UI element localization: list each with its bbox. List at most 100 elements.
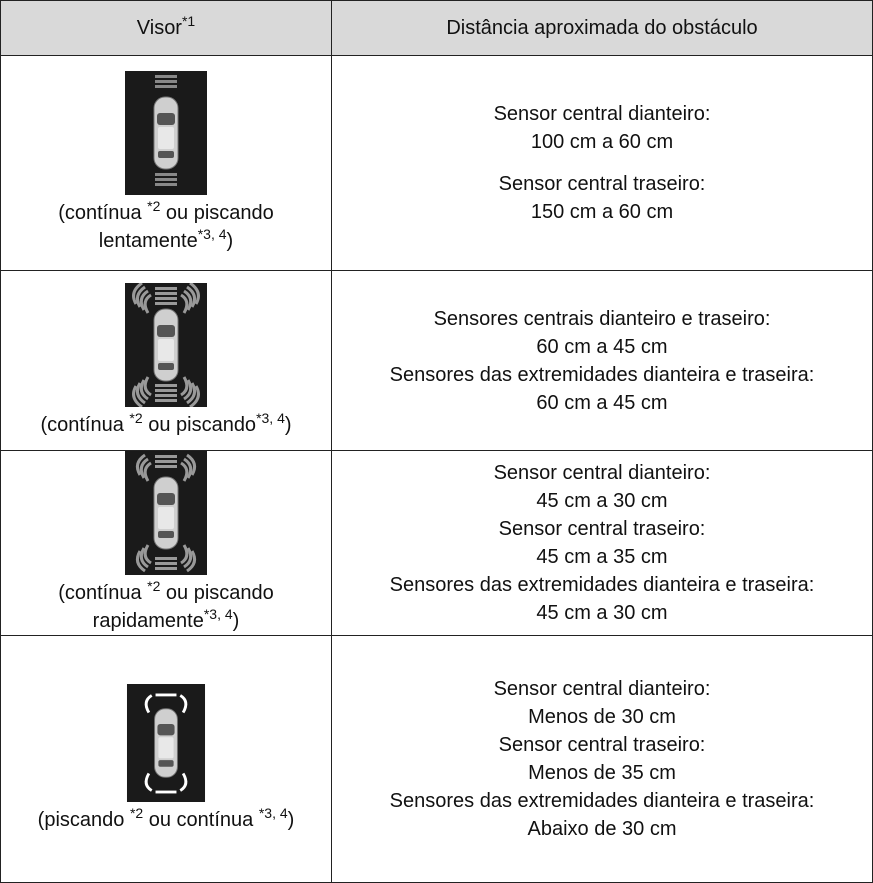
sensor-bar (155, 80, 177, 83)
sensor-arc (180, 375, 189, 396)
car-roof (158, 338, 174, 361)
sensor-bar (155, 173, 177, 176)
sensor-arc (186, 381, 197, 404)
distance-cell: Sensor central dianteiro: 100 cm a 60 cm S… (331, 55, 873, 271)
distance-line: Sensor central dianteiro: (493, 103, 711, 125)
sensor-arc (143, 293, 152, 314)
sensor-arc (139, 547, 149, 569)
parking-display-icon (125, 71, 207, 195)
distance-cell: Sensor central dianteiro: Menos de 30 cm S… (331, 635, 873, 883)
header-footnote: *1 (181, 13, 196, 29)
table-body: (contínua *2 ou piscando lentamente*3, 4… (0, 55, 873, 883)
distance-line: Sensores das extremidades dianteira e tr… (389, 574, 815, 596)
caption-text: ) (287, 809, 295, 831)
distance-line: Menos de 35 cm (528, 762, 676, 784)
display-cell: (piscando *2 ou contínua *3, 4) (0, 635, 332, 883)
header-text: Visor (136, 17, 182, 39)
sensor-bar (155, 383, 177, 387)
display-caption: (piscando *2 ou contínua *3, 4) (9, 806, 323, 834)
header-text: Distância aproximada do obstáculo (446, 17, 758, 39)
distance-line: Sensor central dianteiro: (493, 678, 711, 700)
car-rear-window (158, 362, 174, 370)
sensor-arc (183, 457, 193, 479)
sensor-bar (155, 301, 177, 305)
car-roof (158, 507, 174, 529)
sensor-bar (155, 562, 177, 565)
distance-line: Sensores das extremidades dianteira e tr… (389, 790, 815, 812)
distance-line: 60 cm a 45 cm (536, 391, 668, 414)
sensor-arc (144, 772, 153, 792)
header-row: Visor*1 Distância aproximada do obstácul… (0, 0, 873, 56)
distance-line: Sensor central traseiro: (498, 518, 706, 540)
distance-line: Sensor central traseiro: (498, 173, 706, 195)
caption-text: (contínua (58, 582, 148, 604)
distance-line: 100 cm a 60 cm (530, 131, 674, 153)
caption-footnote: *2 (129, 805, 144, 821)
distance-line: 60 cm a 45 cm (536, 335, 668, 358)
distance-line: 150 cm a 60 cm (530, 201, 674, 223)
car-windshield (157, 113, 175, 125)
sensor-arc (186, 550, 197, 573)
caption-text: ou contínua (143, 809, 259, 831)
caption-footnote: *2 (147, 578, 161, 594)
distance-line: Sensores das extremidades dianteira e tr… (389, 363, 815, 386)
sensor-bar (155, 85, 177, 88)
sensor-arc (135, 381, 146, 404)
sensor-bar (155, 790, 177, 794)
sensor-arc (139, 457, 149, 479)
caption-text: ou piscando (142, 413, 257, 436)
display-caption: (contínua *2 ou piscando rapidamente*3, … (9, 579, 323, 635)
sensor-arc (179, 694, 188, 714)
sensor-arc (139, 378, 149, 400)
distance-line: 45 cm a 30 cm (536, 602, 668, 624)
car-roof (158, 127, 174, 149)
distance-line: Menos de 30 cm (528, 706, 676, 728)
sensor-bar (155, 567, 177, 570)
table-row: (contínua *2 ou piscando lentamente*3, 4… (0, 55, 873, 271)
header-cell: Distância aproximada do obstáculo (331, 0, 873, 56)
distance-line: 45 cm a 35 cm (536, 546, 668, 568)
caption-text: ) (232, 610, 240, 632)
display-caption: (contínua *2 ou piscando*3, 4) (9, 411, 323, 439)
sensor-bar (155, 286, 177, 290)
sensor-arc (179, 772, 188, 792)
car-roof (158, 737, 174, 759)
sensor-arc (132, 384, 143, 407)
sensor-arc (135, 453, 146, 476)
sensor-arc (135, 285, 146, 308)
display-caption: (contínua *2 ou piscando lentamente*3, 4… (9, 199, 323, 255)
sensor-arc (189, 384, 200, 407)
sensor-bar (155, 460, 177, 463)
car-windshield (157, 723, 175, 736)
caption-footnote: *3, 4 (203, 606, 233, 622)
sensor-bar (155, 398, 177, 402)
display-cell: (contínua *2 ou piscando lentamente*3, 4… (0, 55, 332, 271)
parking-display-icon (125, 451, 207, 575)
distance-line: Sensores centrais dianteiro e traseiro: (433, 307, 771, 330)
sensor-bar (155, 178, 177, 181)
display-cell: (contínua *2 ou piscando rapidamente*3, … (0, 450, 332, 636)
sensor-bar (155, 693, 177, 697)
caption-text: (contínua (58, 202, 148, 224)
sensor-arc (143, 375, 152, 396)
sensor-arc (186, 285, 197, 308)
sensor-arc (183, 289, 193, 311)
distance-line: Sensor central dianteiro: (493, 462, 711, 484)
sensor-bar (155, 75, 177, 78)
sensor-bar (155, 393, 177, 397)
sensor-arc (189, 282, 200, 305)
sensor-arc (186, 453, 197, 476)
table-row: (contínua *2 ou piscando*3, 4) Sensores c… (0, 270, 873, 451)
caption-footnote: *2 (147, 198, 161, 214)
sensor-bar (155, 183, 177, 186)
car-windshield (157, 324, 175, 337)
distance-cell: Sensor central dianteiro: 45 cm a 30 cm Se… (331, 450, 873, 636)
sensor-arc (143, 461, 152, 482)
sensor-arc (135, 550, 146, 573)
sensor-bar (155, 291, 177, 295)
sensor-arc (180, 293, 189, 314)
sensor-arc (183, 378, 193, 400)
table-row: (piscando *2 ou contínua *3, 4) Sensor ce… (0, 635, 873, 883)
caption-text: (contínua (40, 413, 130, 436)
